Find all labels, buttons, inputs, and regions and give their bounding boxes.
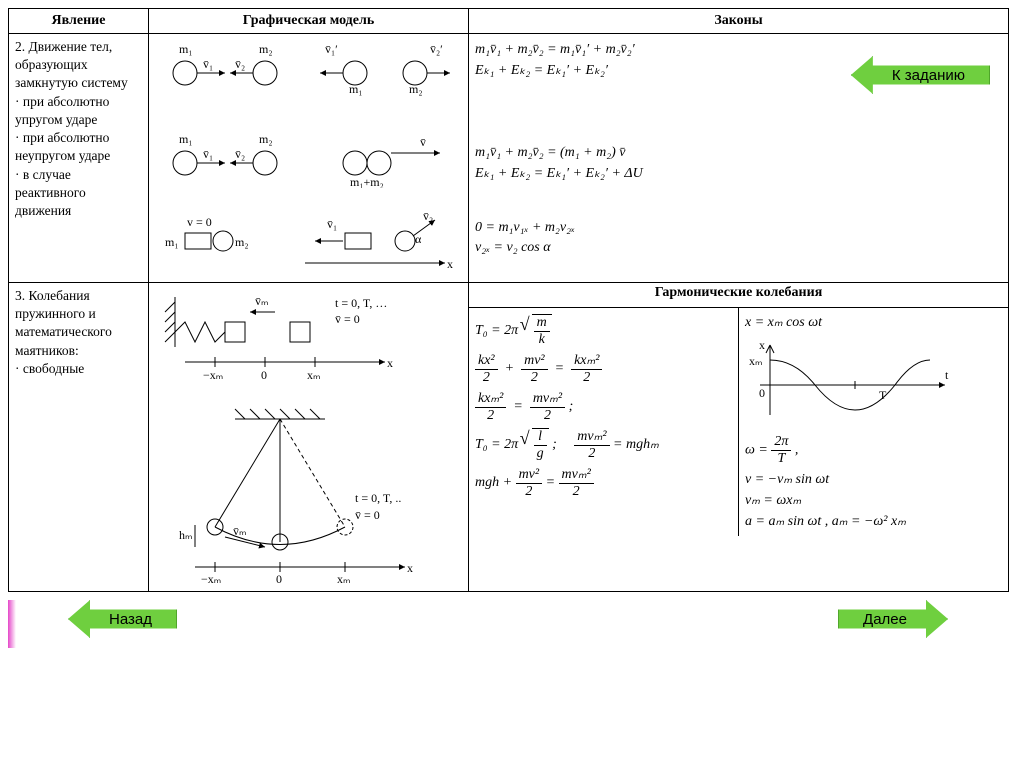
svg-text:m₂: m₂ <box>259 42 273 56</box>
svg-text:v̄₂: v̄₂ <box>235 57 245 71</box>
back-button[interactable]: Назад <box>68 600 177 638</box>
svg-text:0: 0 <box>261 368 267 382</box>
svg-text:v̄ = 0: v̄ = 0 <box>355 508 380 522</box>
svg-text:v̄₂: v̄₂ <box>235 147 245 161</box>
svg-text:t = 0, T, …: t = 0, T, … <box>335 296 387 310</box>
diagram-pendulum: hₘ v̄ₘ t = 0, T, .. v̄ = 0 −xₘ 0 xₘ x <box>155 407 462 587</box>
svg-text:v̄ₘ: v̄ₘ <box>255 294 268 308</box>
svg-text:x: x <box>759 338 765 352</box>
diagram-inelastic: m₁ m₂ v̄₁ v̄₂ v̄ m₁+m₂ <box>155 128 462 188</box>
row3-laws: Гармонические колебания T₀ = 2π mk kx²2 … <box>469 283 1009 592</box>
svg-text:xₘ: xₘ <box>337 572 350 586</box>
row3-laws-left: T₀ = 2π mk kx²2 + mv²2 = kxₘ²2 kxₘ²2 <box>469 308 738 536</box>
harmonic-heading: Гармонические колебания <box>469 283 1008 308</box>
svg-text:x: x <box>447 257 453 271</box>
svg-text:t = 0, T, ..: t = 0, T, .. <box>355 491 401 505</box>
eq-T0-pendulum: T₀ = 2π lg ; mvₘ²2 = mghₘ <box>475 428 732 462</box>
svg-text:v̄ₘ: v̄ₘ <box>233 524 246 538</box>
eq-inelastic-momentum: m₁v̄₁ + m₂v̄₂ = (m₁ + m₂) v̄ <box>475 145 1002 161</box>
svg-text:v = 0: v = 0 <box>187 215 212 229</box>
svg-text:α: α <box>415 232 422 246</box>
next-button[interactable]: Далее <box>838 600 948 638</box>
row2-model: m₁ m₂ v̄₁ v̄₂ v̄₁′ v̄₂′ m₁ m₂ <box>149 34 469 283</box>
svg-text:m₁: m₁ <box>349 82 363 96</box>
back-label: Назад <box>109 611 152 628</box>
svg-text:T: T <box>879 388 887 402</box>
row2-phenomenon: 2. Движение тел, образующих замкнутую си… <box>9 34 149 283</box>
eq-energy-sum: kx²2 + mv²2 = kxₘ²2 <box>475 352 732 386</box>
eq-pend-energy: mgh + mv²2 = mvₘ²2 <box>475 466 732 500</box>
svg-text:0: 0 <box>276 572 282 586</box>
svg-text:x: x <box>407 561 413 575</box>
svg-text:v̄₁: v̄₁ <box>327 217 337 231</box>
svg-text:v̄ = 0: v̄ = 0 <box>335 312 360 326</box>
diagram-reactive: v = 0 m₁ m₂ v̄₁ v̄₂ α x <box>155 208 462 278</box>
eq-inelastic-energy: Eₖ₁ + Eₖ₂ = Eₖ₁′ + Eₖ₂′ + ΔU <box>475 165 1002 182</box>
svg-text:m₁: m₁ <box>165 235 179 249</box>
diagram-cosine: xₘ 0 T t x <box>745 335 1002 430</box>
svg-text:x: x <box>387 356 393 370</box>
header-laws: Законы <box>469 9 1009 34</box>
svg-text:m₂: m₂ <box>259 132 273 146</box>
eq-omega: ω = 2πT , <box>745 434 1002 467</box>
row3-phenomenon: 3. Колебания пружинного и математическог… <box>9 283 149 592</box>
diagram-spring: v̄ₘ t = 0, T, … v̄ = 0 −xₘ 0 xₘ x <box>155 287 462 387</box>
eq-reactive-2: v₂ₓ = v₂ cos α <box>475 240 1002 256</box>
next-label: Далее <box>863 611 907 628</box>
eq-energy-eq: kxₘ²2 = mvₘ²2 ; <box>475 390 732 424</box>
svg-text:−xₘ: −xₘ <box>201 572 221 586</box>
svg-text:hₘ: hₘ <box>179 528 192 542</box>
svg-text:v̄₁: v̄₁ <box>203 147 213 161</box>
eq-x: x = xₘ cos ωt <box>745 314 1002 331</box>
header-phenomenon: Явление <box>9 9 149 34</box>
eq-a: a = aₘ sin ωt , aₘ = −ω² xₘ <box>745 513 1002 530</box>
svg-text:xₘ: xₘ <box>749 354 762 368</box>
eq-T0-spring: T₀ = 2π mk <box>475 314 732 348</box>
left-gradient-decoration <box>8 600 16 648</box>
nav-bar: Назад Далее <box>8 600 1008 648</box>
eq-reactive-1: 0 = m₁v₁ₓ + m₂v₂ₓ <box>475 220 1002 236</box>
svg-text:−xₘ: −xₘ <box>203 368 223 382</box>
eq-v: v = −vₘ sin ωt <box>745 471 1002 488</box>
row3-laws-right: x = xₘ cos ωt xₘ <box>738 308 1008 536</box>
svg-text:m₁: m₁ <box>179 132 193 146</box>
svg-text:xₘ: xₘ <box>307 368 320 382</box>
svg-text:v̄₁: v̄₁ <box>203 57 213 71</box>
svg-text:t: t <box>945 368 949 382</box>
physics-table: Явление Графическая модель Законы 2. Дви… <box>8 8 1009 592</box>
eq-vm: vₘ = ωxₘ <box>745 492 1002 509</box>
eq-elastic-momentum: m₁v̄₁ + m₂v̄₂ = m₁v̄₁′ + m₂v̄₂′ <box>475 42 1002 58</box>
header-model: Графическая модель <box>149 9 469 34</box>
svg-text:m₁+m₂: m₁+m₂ <box>350 175 384 188</box>
svg-text:m₁: m₁ <box>179 42 193 56</box>
svg-text:v̄: v̄ <box>420 135 426 149</box>
svg-text:0: 0 <box>759 386 765 400</box>
svg-text:m₂: m₂ <box>409 82 423 96</box>
row3-model: v̄ₘ t = 0, T, … v̄ = 0 −xₘ 0 xₘ x <box>149 283 469 592</box>
svg-text:v̄₂′: v̄₂′ <box>430 42 443 56</box>
svg-text:v̄₁′: v̄₁′ <box>325 42 338 56</box>
svg-text:v̄₂: v̄₂ <box>423 209 433 223</box>
diagram-elastic: m₁ m₂ v̄₁ v̄₂ v̄₁′ v̄₂′ m₁ m₂ <box>155 38 462 98</box>
svg-text:m₂: m₂ <box>235 235 249 249</box>
to-task-label: К заданию <box>892 67 965 84</box>
